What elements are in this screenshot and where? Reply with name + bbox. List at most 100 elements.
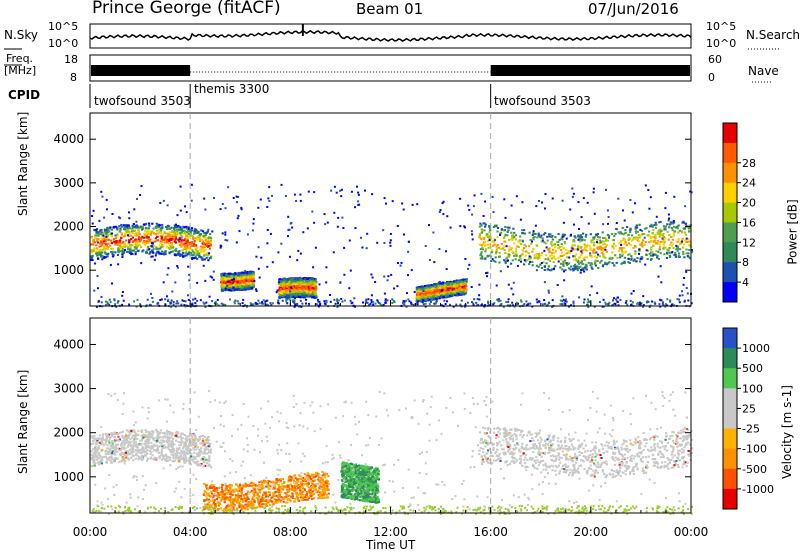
power-cell: [436, 287, 439, 290]
power-cell: [172, 233, 175, 236]
power-scatter: [402, 208, 405, 211]
power-cell: [148, 241, 151, 244]
power-cell: [554, 258, 557, 261]
power-cell: [285, 296, 288, 299]
power-cell: [637, 240, 640, 243]
power-cell: [444, 284, 447, 287]
power-cell: [124, 231, 127, 234]
power-cell: [421, 294, 424, 297]
power-cell: [431, 284, 435, 287]
power-scatter: [613, 302, 616, 305]
power-cell: [673, 230, 676, 233]
power-cell: [231, 288, 235, 291]
power-cell: [185, 250, 188, 253]
power-cell: [596, 238, 599, 241]
power-scatter: [91, 222, 94, 225]
power-cell: [209, 239, 212, 242]
power-cell: [234, 288, 237, 291]
power-scatter: [187, 294, 189, 297]
power-scatter: [141, 228, 144, 231]
power-cell: [496, 230, 499, 233]
power-cell: [585, 246, 588, 249]
power-cell: [140, 246, 143, 249]
power-cell: [97, 234, 100, 237]
power-cell: [482, 238, 486, 241]
power-cell: [624, 231, 627, 234]
power-cell: [160, 250, 163, 253]
power-cell: [662, 238, 666, 241]
power-scatter: [166, 273, 169, 276]
power-scatter: [648, 207, 651, 210]
power-scatter: [357, 191, 360, 194]
power-cell: [241, 271, 244, 274]
power-cell: [551, 238, 554, 241]
power-cell: [205, 240, 208, 243]
power-cell: [650, 248, 653, 251]
power-cell: [430, 284, 433, 287]
power-cell: [234, 284, 237, 287]
power-cell: [620, 246, 623, 249]
power-cell: [438, 291, 441, 294]
power-scatter: [620, 244, 623, 246]
power-cell: [667, 238, 670, 241]
power-cell: [550, 257, 553, 260]
power-cell: [561, 254, 564, 257]
power-cell: [149, 238, 152, 241]
power-scatter: [397, 262, 399, 264]
power-cell: [200, 229, 203, 232]
power-cell: [593, 248, 596, 251]
power-cell: [559, 258, 563, 261]
power-cell: [531, 250, 534, 253]
power-cell: [246, 276, 250, 279]
power-cell: [298, 288, 301, 291]
power-scatter: [580, 250, 583, 253]
power-scatter: [103, 256, 106, 259]
power-cell: [158, 224, 161, 227]
power-cell: [194, 248, 198, 251]
power-cell: [246, 282, 249, 285]
power-cell: [415, 300, 418, 303]
power-cell: [116, 240, 120, 243]
power-cell: [427, 293, 430, 296]
power-cell: [481, 257, 484, 260]
power-cell: [305, 280, 308, 283]
power-cell: [679, 242, 682, 245]
power-cell: [560, 248, 563, 251]
power-scatter: [122, 299, 125, 302]
power-scatter: [277, 251, 280, 254]
power-scatter: [251, 229, 254, 232]
power-cell: [137, 230, 140, 233]
power-cell: [678, 248, 682, 251]
power-cell: [205, 243, 209, 246]
power-scatter: [337, 216, 340, 219]
power-cell: [481, 246, 484, 249]
power-cell: [196, 251, 200, 253]
power-cell: [138, 244, 141, 246]
power-cell: [226, 288, 229, 291]
power-scatter: [672, 219, 675, 222]
power-scatter: [463, 225, 466, 228]
power-cell: [611, 262, 614, 264]
power-cell: [492, 226, 496, 228]
power-cell: [421, 297, 424, 300]
power-scatter: [561, 295, 564, 298]
power-scatter: [105, 208, 108, 211]
power-cell: [488, 227, 492, 229]
power-cell: [460, 293, 463, 296]
power-scatter: [360, 236, 362, 239]
power-cell: [191, 245, 194, 247]
power-cell: [447, 291, 450, 294]
power-cell: [278, 296, 282, 299]
power-cell: [426, 288, 429, 291]
power-scatter: [382, 229, 385, 232]
power-cell: [462, 290, 465, 293]
power-cell: [101, 251, 104, 254]
power-cell: [294, 294, 297, 297]
power-cell: [174, 236, 178, 238]
power-cell: [487, 246, 490, 249]
power-cell: [521, 229, 524, 232]
power-cell: [93, 241, 96, 244]
power-cell: [132, 223, 135, 226]
power-cell: [512, 227, 515, 230]
power-cell: [481, 248, 484, 251]
